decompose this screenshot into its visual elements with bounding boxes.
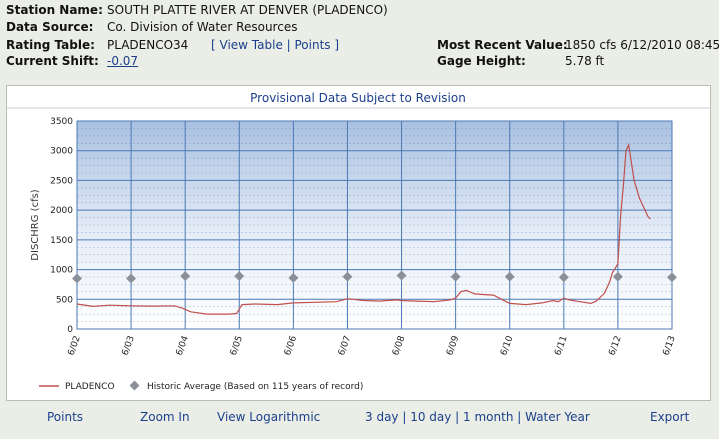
grid [76, 120, 673, 330]
recent-value: 1850 cfs 6/12/2010 08:45 [565, 38, 719, 52]
x-tick-label: 6/03 [121, 335, 137, 357]
x-tick-label: 6/10 [499, 334, 515, 357]
pladenco-series-line [76, 142, 651, 315]
legend-historic-label: Historic Average (Based on 115 years of … [147, 382, 363, 392]
range-water-year[interactable]: Water Year [525, 410, 590, 424]
recent-value-label: Most Recent Value: [437, 38, 568, 52]
zoom-in-button[interactable]: Zoom In [140, 410, 190, 424]
range-3-day[interactable]: 3 day [365, 410, 399, 424]
points-link[interactable]: Points [294, 38, 331, 52]
x-tick-label: 6/11 [553, 335, 569, 357]
y-axis: 0 500 1000 1500 2000 2500 3000 3500 [50, 117, 73, 335]
y-tick-label: 0 [67, 325, 73, 335]
range-10-day[interactable]: 10 day [410, 410, 452, 424]
station-name-value: SOUTH PLATTE RIVER AT DENVER (PLADENCO) [107, 3, 388, 17]
export-button[interactable]: Export [650, 410, 690, 424]
x-tick-label: 6/05 [229, 335, 245, 357]
x-tick-label: 6/08 [391, 334, 407, 357]
gage-height-label: Gage Height: [437, 54, 526, 68]
x-tick-label: 6/02 [67, 335, 83, 357]
rating-links: [ View Table | Points ] [211, 38, 340, 52]
y-tick-label: 3500 [50, 117, 73, 127]
y-tick-label: 1000 [50, 266, 73, 276]
points-button[interactable]: Points [47, 410, 84, 424]
x-tick-label: 6/06 [283, 334, 299, 357]
x-axis: 6/02 6/03 6/04 6/05 6/06 6/07 6/08 6/09 6/10 6/11… [67, 334, 678, 357]
current-shift-link[interactable]: -0.07 [107, 54, 139, 68]
y-tick-label: 2500 [50, 176, 73, 186]
historic-average-point [612, 271, 623, 282]
historic-average-point [180, 271, 191, 282]
rating-table-value: PLADENCO34 [107, 38, 189, 52]
historic-average-point [558, 272, 569, 283]
range-selector: 3 day | 10 day | 1 month | Water Year [365, 410, 590, 424]
historic-average-point [667, 272, 677, 283]
x-tick-label: 6/07 [337, 335, 353, 357]
y-tick-label: 3000 [50, 147, 73, 157]
historic-average-point [234, 271, 245, 282]
gage-height-value: 5.78 ft [565, 54, 605, 68]
discharge-chart: Provisional Data Subject to Revision 0 50… [7, 91, 710, 392]
legend-pladenco-label: PLADENCO [65, 382, 115, 392]
y-tick-label: 1500 [50, 236, 73, 246]
current-shift-label: Current Shift: [6, 54, 99, 68]
view-table-link[interactable]: View Table [219, 38, 283, 52]
y-tick-label: 500 [56, 295, 73, 305]
x-tick-label: 6/09 [445, 334, 461, 357]
range-1-month[interactable]: 1 month [463, 410, 514, 424]
chart-title: Provisional Data Subject to Revision [250, 91, 466, 105]
x-tick-label: 6/04 [175, 334, 191, 357]
data-source-label: Data Source: [6, 20, 94, 34]
x-tick-label: 6/12 [607, 335, 623, 357]
historic-average-series [72, 270, 677, 284]
historic-average-point [288, 272, 299, 283]
y-tick-label: 2000 [50, 206, 73, 216]
data-source-value: Co. Division of Water Resources [107, 20, 298, 34]
view-logarithmic-button[interactable]: View Logarithmic [217, 410, 321, 424]
legend-historic-swatch [129, 380, 140, 391]
y-axis-label: DISCHRG (cfs) [30, 189, 41, 261]
station-name-label: Station Name: [6, 3, 103, 17]
x-tick-label: 6/13 [662, 335, 678, 357]
chart-frame: Provisional Data Subject to Revision 0 50… [6, 85, 711, 401]
rating-table-label: Rating Table: [6, 38, 95, 52]
historic-average-point [126, 273, 137, 284]
